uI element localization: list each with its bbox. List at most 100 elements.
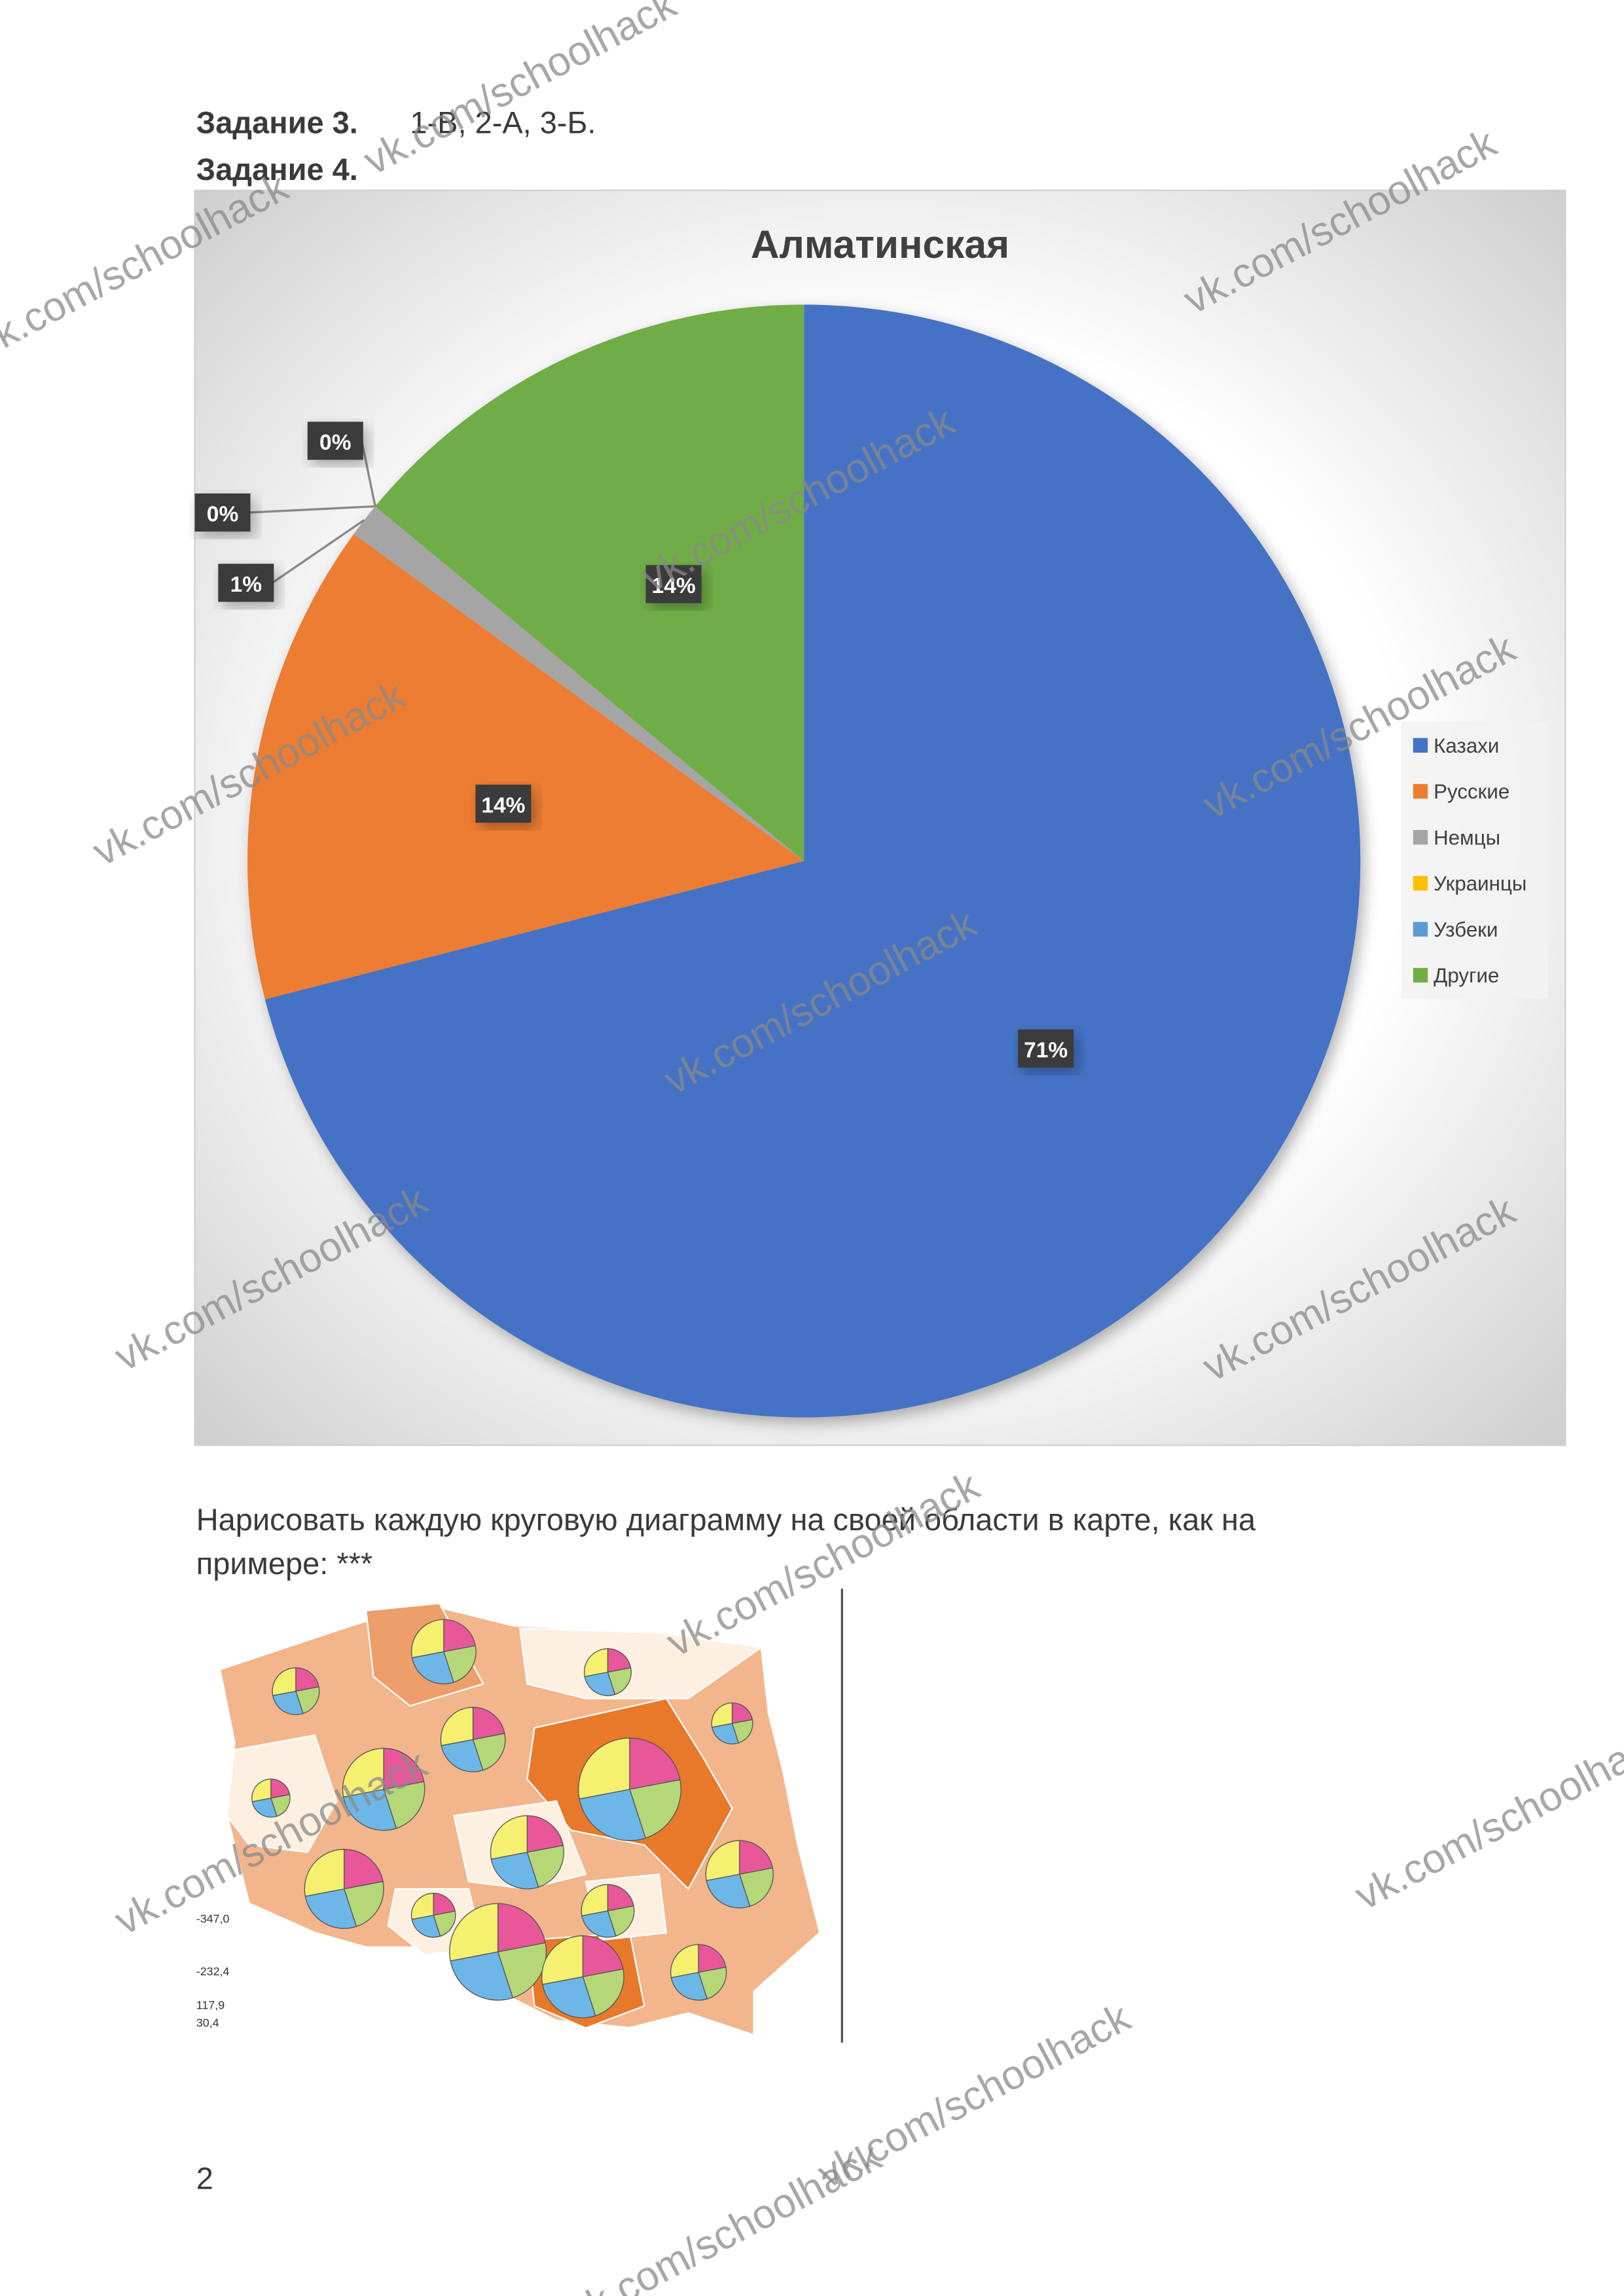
map-legend: 117,9 [196,1998,225,2011]
map-legend: -232,4 [196,1965,230,1978]
label-box [475,784,532,823]
map-pie-slice [584,1648,609,1677]
task-label: Задание 3. [196,105,358,140]
map-pie-slice [629,1779,681,1839]
map-pie-slice [698,1966,727,2000]
map-pie-slice [705,1840,740,1882]
map-pie-slice [670,1971,708,2001]
map-pie-slice [344,1848,384,1890]
pie-slice [247,533,804,999]
map-pie-slice [251,1797,278,1818]
map-pie-slice [343,1880,384,1928]
map-pie-slice [731,1719,753,1744]
map-pie-slice [251,1778,272,1803]
map-pie-slice [607,1905,635,1937]
map-pie-slice [582,1935,624,1978]
map-pie-slice [449,1903,499,1962]
map-pie-slice [472,1732,506,1771]
map-legend: 30,4 [196,2016,219,2029]
map-pie-slice [607,1667,632,1695]
map-pie-slice [581,1910,617,1938]
example-map [218,1602,821,2037]
data-labels: 71% 14% 1% 0% 0% 14% [194,422,1074,1068]
map-pie-slice [711,1702,733,1728]
map-pie-slice [629,1737,681,1790]
map-pie-slice [295,1686,320,1714]
task-label: Задание 4. [196,152,358,187]
label-box [645,565,702,603]
label-box [307,422,363,460]
map-pie-slice [582,1968,624,2017]
map-pie-slice [411,1893,434,1920]
map-pie-slice [272,1667,297,1696]
data-label: 71% [1024,1039,1068,1063]
map-pie-slice [472,1706,505,1740]
map-pie-slice [490,1852,539,1890]
instruction: Нарисовать каждую круговую диаграмму на … [196,1502,1256,1537]
map-pie-slice [441,1739,484,1772]
legend-swatch [1413,876,1428,891]
map-pie-slice [411,1914,441,1938]
map-pie-slice [342,1789,397,1831]
map-pie-slice [433,1893,456,1916]
data-label: 0% [207,502,239,526]
map-pie-slice [490,1815,528,1860]
pie [247,304,1361,1418]
data-label: 0% [319,431,352,455]
map-pie-slice [581,1884,609,1916]
map-pie-slice [731,1702,753,1725]
legend-label: Узбеки [1434,918,1498,941]
leader-line [360,440,376,507]
legend-label: Немцы [1434,826,1500,849]
map-pie-slice [433,1910,456,1937]
map-pie-slice [304,1848,345,1897]
map-pie-slice [342,1748,384,1798]
map-pie-slice [304,1888,357,1929]
pie-slice [375,304,804,861]
leader-line [272,519,365,584]
map-pie-slice [442,1645,477,1683]
map-pie-slice [270,1778,291,1799]
legend-swatch [1413,738,1428,753]
map-pie-slice [698,1944,727,1973]
legend-items: Казахи Русские Немцы Украинцы Узбеки Другие [1413,734,1526,987]
legend-swatch [1413,830,1428,845]
map-pie-slice [497,1903,546,1953]
map-pie-slice [542,1976,596,2018]
instruction: примере: *** [196,1546,372,1581]
watermark: vk.com/schoolhack [561,2133,889,2296]
legend-swatch [1413,783,1428,799]
task-answer: 1-В, 2-А, 3-Б. [410,105,596,140]
map-pie-slice [607,1648,632,1673]
map-pie-slice [411,1619,444,1659]
map-pie-slice [578,1737,630,1800]
map-pie-slice [450,1951,514,2001]
leader-line [249,505,376,514]
map-pie-slice [497,1942,547,1999]
map-pie-slice [738,1867,774,1907]
map-pie-slice [706,1873,751,1909]
map-legend: -347,0 [196,1912,230,1925]
map-pie-slice [584,1672,616,1696]
map-pie-slice [272,1691,304,1715]
legend-label: Казахи [1434,734,1499,757]
map-pie-slice [541,1935,584,1985]
map-pie-slice [443,1619,476,1653]
data-label: 14% [652,574,696,598]
label-box [1018,1030,1074,1068]
map-pie-slice [411,1651,454,1685]
page-number: 2 [196,2161,213,2196]
chart-title: Алматинская [751,222,1009,266]
data-label: 1% [230,573,262,597]
map-pie-slice [270,1794,291,1817]
map-pie-slice [670,1944,699,1979]
legend-label: Русские [1434,780,1509,803]
legend-swatch [1413,922,1428,937]
map-region [518,1627,764,1700]
map-pie-slice [383,1748,425,1790]
map-pie-slice [295,1667,319,1692]
pie-slice [264,304,1361,1418]
map-pie-slice [383,1781,425,1829]
